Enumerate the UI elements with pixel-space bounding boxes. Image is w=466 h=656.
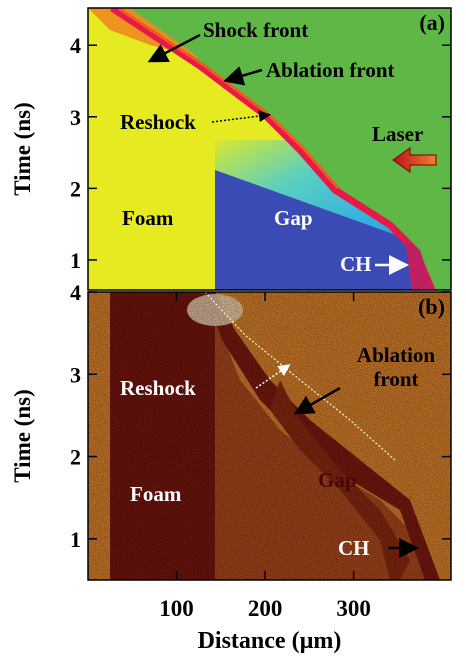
y-tick-label: 4 xyxy=(70,280,81,305)
y-tick-label: 1 xyxy=(70,527,81,552)
simulation-map xyxy=(88,8,451,290)
y-tick-label: 2 xyxy=(70,176,81,201)
radiograph xyxy=(88,292,451,580)
annotation: Gap xyxy=(318,468,357,492)
chart: 1 2 3 4 Time (ns) (a) 1 2 3 4 100 200 300 Time (ns) Di… xyxy=(0,0,466,656)
x-tick-label: 300 xyxy=(336,596,371,621)
panel-label: (a) xyxy=(419,10,445,35)
annotation: CH xyxy=(338,536,370,560)
annotation: Laser xyxy=(372,122,423,146)
annotation: Shock front xyxy=(203,18,308,42)
y-tick-label: 1 xyxy=(70,248,81,273)
y-axis-label: Time (ns) xyxy=(10,102,35,196)
y-axis-label: Time (ns) xyxy=(10,389,35,483)
annotation: Foam xyxy=(130,482,181,506)
x-tick-label: 200 xyxy=(248,596,283,621)
annotation: Ablation front xyxy=(336,343,456,391)
panel-label: (b) xyxy=(418,294,445,319)
y-tick-label: 3 xyxy=(70,105,81,130)
annotation: Foam xyxy=(122,206,173,230)
annotation: Reshock xyxy=(120,110,196,134)
annotation: Ablation front xyxy=(266,58,395,82)
figure: 1 2 3 4 Time (ns) (a) 1 2 3 4 100 200 300 Time (ns) Di… xyxy=(0,0,466,656)
annotation: Reshock xyxy=(120,376,196,400)
y-tick-label: 3 xyxy=(70,362,81,387)
x-tick-label: 100 xyxy=(159,596,194,621)
y-tick-label: 4 xyxy=(70,33,81,58)
annotation: Gap xyxy=(274,206,313,230)
x-axis-label: Distance (µm) xyxy=(198,628,342,654)
y-tick-label: 2 xyxy=(70,445,81,470)
annotation: CH xyxy=(340,252,372,276)
